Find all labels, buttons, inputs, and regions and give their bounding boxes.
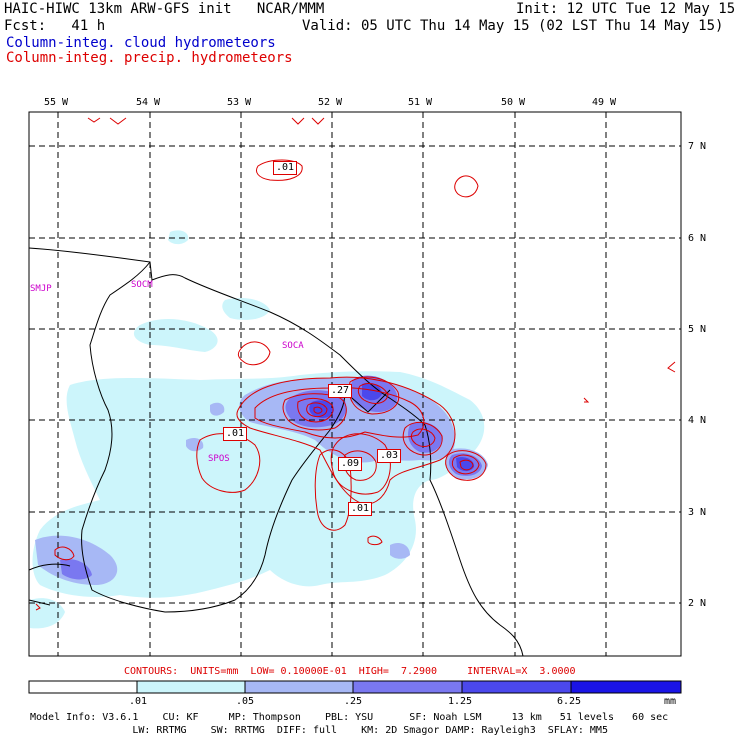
lon-label: 54 W [136, 97, 161, 108]
colorbar-bin [352, 680, 463, 694]
lat-label: 4 N [688, 415, 707, 426]
colorbar-bin [28, 680, 138, 694]
station-label: SPOS [208, 454, 230, 464]
colorbar-bin [570, 680, 682, 694]
colorbar-units: mm [664, 696, 677, 707]
lon-label: 49 W [592, 97, 617, 108]
model-info-line2: LW: RRTMG SW: RRTMG DIFF: full KM: 2D Sm… [30, 725, 608, 736]
model-info-line1: Model Info: V3.6.1 CU: KF MP: Thompson P… [30, 712, 669, 723]
legend-precip-hydrometeors: Column-integ. precip. hydrometeors [6, 50, 293, 66]
contour-info: CONTOURS: UNITS=mm LOW= 0.10000E-01 HIGH… [124, 666, 576, 677]
colorbar-label: .01 [129, 696, 148, 707]
contour-label: .27 [328, 384, 353, 398]
colorbar-label: 6.25 [557, 696, 582, 707]
contour-label: .01 [348, 502, 373, 516]
colorbar-label: .05 [236, 696, 255, 707]
lat-label: 3 N [688, 507, 707, 518]
colorbar-bin [461, 680, 572, 694]
contour-label: .09 [338, 457, 363, 471]
colorbar-bin [136, 680, 246, 694]
lon-label: 52 W [318, 97, 343, 108]
precip-contours [35, 117, 676, 611]
header-title: HAIC-HIWC 13km ARW-GFS init NCAR/MMM [4, 1, 325, 17]
contour-label: .01 [273, 161, 298, 175]
contour-label: .01 [223, 427, 248, 441]
header-valid-time: Valid: 05 UTC Thu 14 May 15 (02 LST Thu … [302, 18, 724, 34]
header-init-time: Init: 12 UTC Tue 12 May 15 [516, 1, 736, 17]
lon-label: 55 W [44, 97, 69, 108]
lat-label: 6 N [688, 233, 707, 244]
lon-label: 53 W [227, 97, 252, 108]
station-label: SOCA [282, 341, 304, 351]
contour-label: .03 [377, 449, 402, 463]
lon-label: 50 W [501, 97, 526, 108]
lat-label: 7 N [688, 141, 707, 152]
lat-label: 5 N [688, 324, 707, 335]
legend-cloud-hydrometeors: Column-integ. cloud hydrometeors [6, 35, 276, 51]
lat-label: 2 N [688, 598, 707, 609]
header-forecast-hour: Fcst: 41 h [4, 18, 106, 34]
station-label: SOCM [131, 280, 153, 290]
colorbar-bin [244, 680, 354, 694]
colorbar-label: .25 [344, 696, 363, 707]
lon-label: 51 W [408, 97, 433, 108]
station-label: SMJP [30, 284, 52, 294]
colorbar-label: 1.25 [448, 696, 473, 707]
